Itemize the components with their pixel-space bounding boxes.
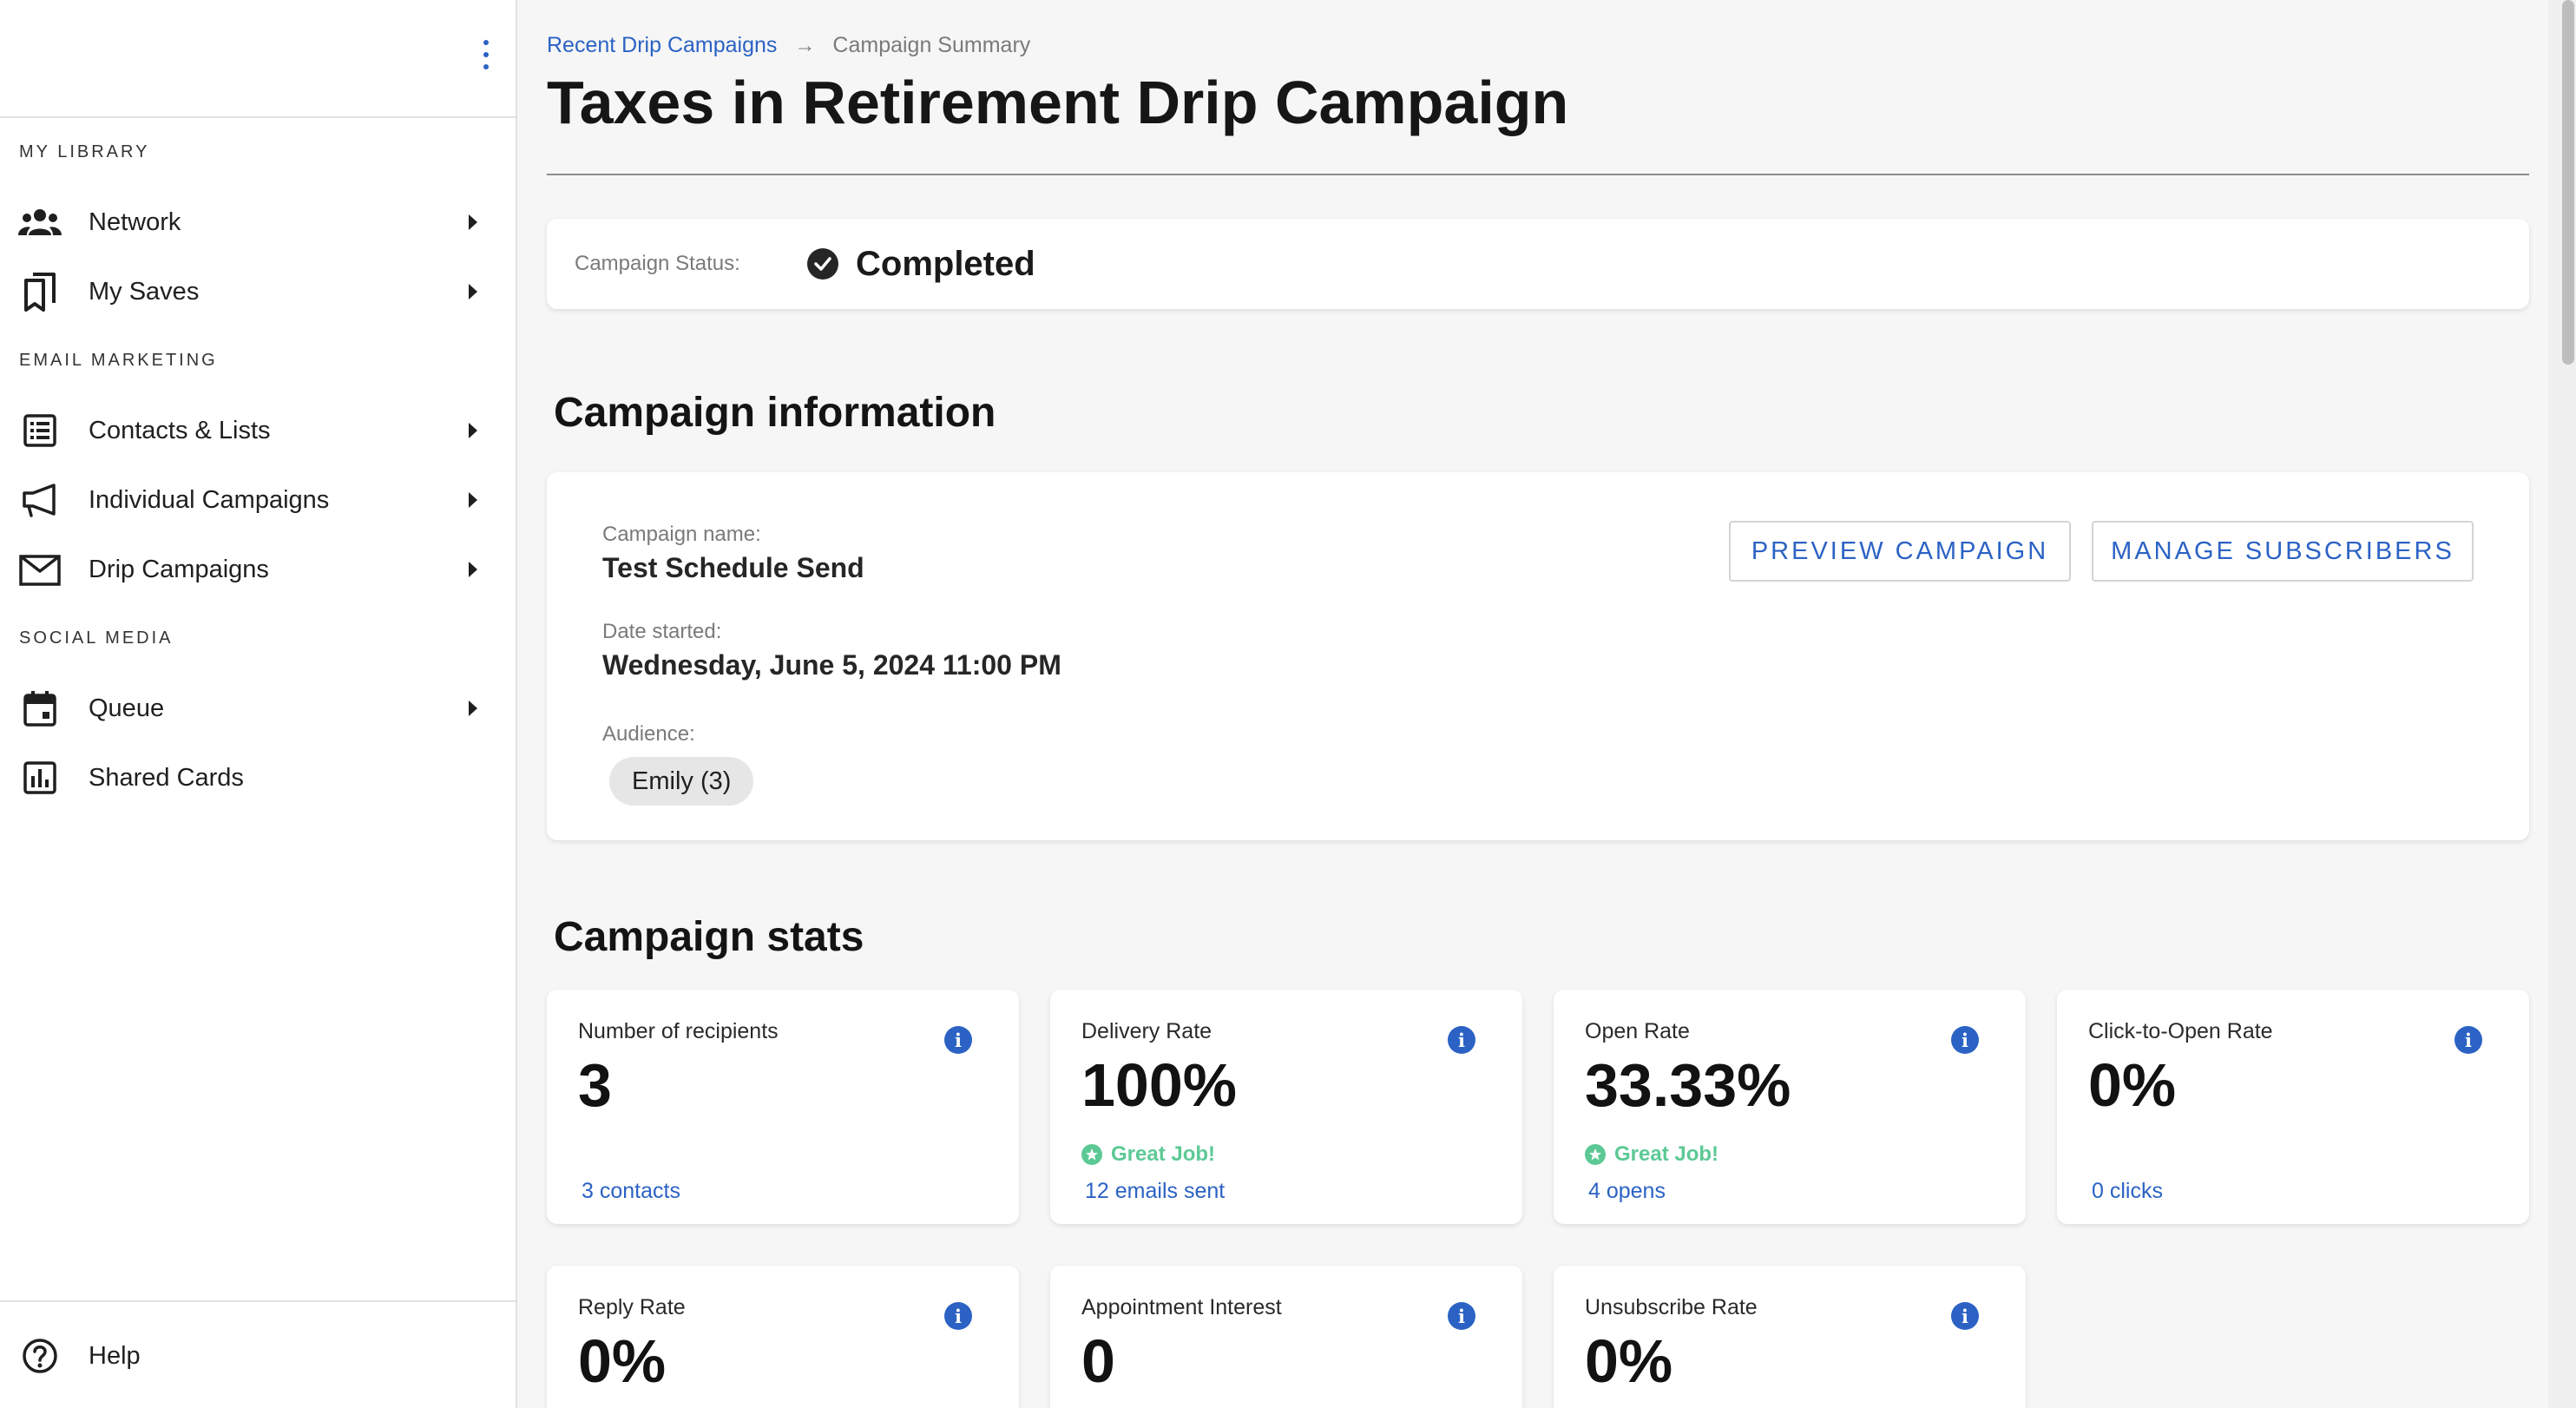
praise-text: Great Job! [1111, 1142, 1216, 1166]
caret-right-icon [469, 562, 477, 577]
stat-value: 3 [578, 1051, 612, 1119]
sidebar-item-label: Shared Cards [89, 763, 244, 792]
stat-link[interactable]: 3 contacts [582, 1179, 680, 1203]
stat-label: Delivery Rate [1081, 1019, 1212, 1043]
sidebar-header [0, 0, 516, 118]
scrollbar-thumb[interactable] [2562, 0, 2574, 365]
sidebar-item-help[interactable]: Help [0, 1321, 516, 1391]
praise-badge: Great Job! [1585, 1142, 1718, 1167]
sidebar-item-queue[interactable]: Queue [0, 674, 516, 743]
breadcrumb: Recent Drip Campaigns → Campaign Summary [547, 33, 1030, 58]
info-icon[interactable]: i [2454, 1026, 2482, 1054]
audience-chip[interactable]: Emily (3) [609, 757, 754, 806]
stat-card-delivery-rate: Delivery Rate i 100% Great Job! 12 email… [1050, 990, 1522, 1224]
caret-right-icon [469, 284, 477, 299]
stat-label: Appointment Interest [1081, 1295, 1282, 1319]
campaign-name-value: Test Schedule Send [602, 552, 864, 583]
main-content: Recent Drip Campaigns → Campaign Summary… [519, 0, 2548, 1408]
breadcrumb-link-recent-drip-campaigns[interactable]: Recent Drip Campaigns [547, 33, 778, 57]
info-icon[interactable]: i [944, 1026, 972, 1054]
sidebar-item-drip-campaigns[interactable]: Drip Campaigns [0, 535, 516, 604]
sidebar-item-label: Network [89, 207, 181, 236]
info-icon[interactable]: i [944, 1302, 972, 1330]
people-icon [17, 200, 62, 245]
mail-icon [17, 547, 62, 592]
section-heading-social-media: SOCIAL MEDIA [19, 628, 174, 648]
date-started-label: Date started: [602, 620, 722, 643]
more-options-icon[interactable] [477, 40, 495, 69]
check-circle-icon [807, 248, 838, 280]
star-icon [1585, 1144, 1606, 1165]
stat-value: 0% [578, 1327, 667, 1395]
section-heading-my-library: MY LIBRARY [19, 142, 150, 161]
sidebar-item-my-saves[interactable]: My Saves [0, 257, 516, 326]
help-icon [17, 1333, 62, 1378]
stat-label: Click-to-Open Rate [2088, 1019, 2273, 1043]
stat-value: 33.33% [1585, 1051, 1791, 1119]
sidebar: MY LIBRARY Network My Saves EMAIL MARKET… [0, 0, 517, 1408]
sidebar-item-label: Drip Campaigns [89, 555, 269, 583]
stat-value: 100% [1081, 1051, 1238, 1119]
megaphone-icon [17, 477, 62, 523]
preview-campaign-button[interactable]: PREVIEW CAMPAIGN [1729, 521, 2071, 582]
sidebar-item-label: Individual Campaigns [89, 485, 330, 514]
page-title: Taxes in Retirement Drip Campaign [547, 69, 1569, 136]
sidebar-item-contacts-lists[interactable]: Contacts & Lists [0, 396, 516, 465]
stat-label: Open Rate [1585, 1019, 1690, 1043]
campaign-information-heading: Campaign information [554, 390, 996, 436]
caret-right-icon [469, 214, 477, 230]
stat-label: Number of recipients [578, 1019, 779, 1043]
arrow-right-icon: → [794, 33, 816, 57]
bar-chart-icon [17, 755, 62, 800]
sidebar-item-label: Contacts & Lists [89, 416, 271, 444]
campaign-status-card: Campaign Status: Completed [547, 219, 2529, 309]
campaign-name-label: Campaign name: [602, 523, 761, 546]
stat-label: Unsubscribe Rate [1585, 1295, 1758, 1319]
info-icon[interactable]: i [1951, 1302, 1979, 1330]
stat-link[interactable]: 12 emails sent [1085, 1179, 1226, 1203]
stat-card-reply-rate: Reply Rate i 0% [547, 1266, 1019, 1408]
stat-card-open-rate: Open Rate i 33.33% Great Job! 4 opens [1554, 990, 2026, 1224]
stat-card-appointment-interest: Appointment Interest i 0 [1050, 1266, 1522, 1408]
stat-link[interactable]: 0 clicks [2092, 1179, 2163, 1203]
sidebar-item-individual-campaigns[interactable]: Individual Campaigns [0, 465, 516, 535]
sidebar-item-label: My Saves [89, 277, 200, 306]
breadcrumb-current: Campaign Summary [832, 33, 1031, 57]
caret-right-icon [469, 492, 477, 508]
stat-card-recipients: Number of recipients i 3 3 contacts [547, 990, 1019, 1224]
stat-card-click-to-open-rate: Click-to-Open Rate i 0% 0 clicks [2057, 990, 2529, 1224]
sidebar-footer: Help [0, 1300, 516, 1408]
stat-label: Reply Rate [578, 1295, 686, 1319]
manage-subscribers-button[interactable]: MANAGE SUBSCRIBERS [2092, 521, 2474, 582]
info-icon[interactable]: i [1951, 1026, 1979, 1054]
campaign-information-card: Campaign name: Test Schedule Send Date s… [547, 472, 2529, 840]
title-divider [547, 174, 2529, 175]
praise-badge: Great Job! [1081, 1142, 1215, 1167]
info-icon[interactable]: i [1448, 1302, 1475, 1330]
date-started-value: Wednesday, June 5, 2024 11:00 PM [602, 649, 1061, 681]
stat-value: 0 [1081, 1327, 1115, 1395]
info-icon[interactable]: i [1448, 1026, 1475, 1054]
sidebar-item-shared-cards[interactable]: Shared Cards [0, 743, 516, 813]
status-value: Completed [856, 245, 1035, 283]
calendar-icon [17, 686, 62, 731]
bookmarks-icon [17, 269, 62, 314]
caret-right-icon [469, 423, 477, 438]
audience-label: Audience: [602, 722, 695, 746]
stat-value: 0% [2088, 1051, 2177, 1119]
campaign-stats-heading: Campaign stats [554, 914, 864, 960]
caret-right-icon [469, 701, 477, 716]
list-icon [17, 408, 62, 453]
star-icon [1081, 1144, 1102, 1165]
stat-value: 0% [1585, 1327, 1673, 1395]
stat-card-unsubscribe-rate: Unsubscribe Rate i 0% [1554, 1266, 2026, 1408]
status-label: Campaign Status: [575, 252, 740, 275]
stat-link[interactable]: 4 opens [1588, 1179, 1666, 1203]
section-heading-email-marketing: EMAIL MARKETING [19, 351, 218, 370]
sidebar-item-label: Help [89, 1341, 141, 1370]
sidebar-item-network[interactable]: Network [0, 188, 516, 257]
praise-text: Great Job! [1614, 1142, 1719, 1166]
sidebar-item-label: Queue [89, 694, 165, 722]
